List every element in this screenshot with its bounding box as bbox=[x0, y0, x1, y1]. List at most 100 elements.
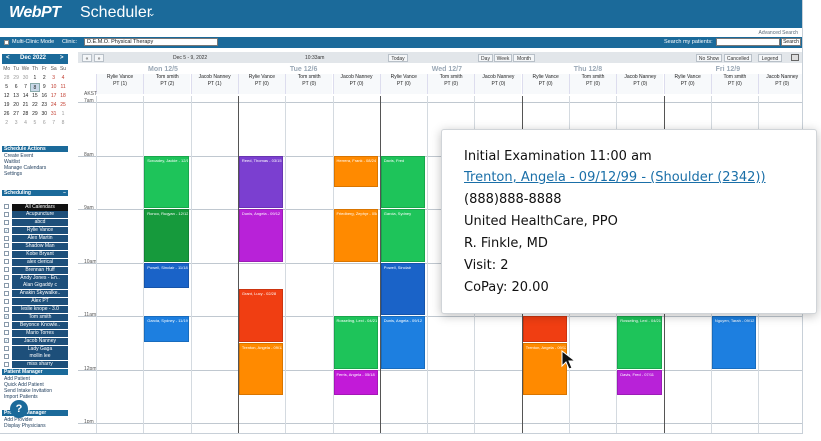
advanced-search-link[interactable]: Advanced Search bbox=[758, 30, 798, 36]
appointment-block[interactable]: Trenton, Angela - 09/12 bbox=[522, 342, 567, 396]
day-header[interactable]: Mon 12/5 bbox=[148, 66, 178, 73]
calendar-list-item[interactable]: Beyonce Knowle.. bbox=[4, 321, 68, 329]
month-view-button[interactable]: Month bbox=[513, 54, 535, 62]
calendar-day[interactable]: 2 bbox=[5, 120, 9, 126]
waitlist-link[interactable]: Waitlist bbox=[4, 159, 20, 165]
day-view-button[interactable]: Day bbox=[478, 54, 493, 62]
calendar-checkbox[interactable] bbox=[4, 204, 9, 209]
calendar-day[interactable]: 1 bbox=[33, 75, 37, 81]
calendar-list-item[interactable]: ✓ Tom smith bbox=[4, 313, 68, 321]
prev-week-button[interactable]: « bbox=[82, 54, 92, 62]
prev-month-button[interactable]: < bbox=[6, 55, 10, 61]
calendar-day[interactable]: 7 bbox=[24, 84, 27, 90]
calendar-day[interactable]: 30 bbox=[41, 111, 48, 117]
calendar-list-item[interactable]: mollin lee bbox=[4, 353, 68, 361]
appointment-block[interactable]: Rosseling, Lexi - 04/21 bbox=[617, 316, 662, 369]
calendar-checkbox[interactable] bbox=[4, 259, 9, 265]
calendar-day[interactable]: 7 bbox=[52, 120, 56, 126]
calendar-list-label[interactable]: Anakin Skywalke.. bbox=[12, 290, 68, 298]
day-header[interactable]: Thu 12/8 bbox=[573, 66, 603, 73]
calendar-day[interactable]: 24 bbox=[50, 102, 57, 108]
calendar-checkbox[interactable]: ✓ bbox=[4, 314, 9, 320]
appointment-block[interactable]: Nguyen, Tarah - 09/12 bbox=[711, 316, 757, 369]
patient-link[interactable]: Trenton, Angela - 09/12/99 - (Shoulder (… bbox=[464, 170, 766, 185]
calendar-list-label[interactable]: Mario Torres bbox=[12, 329, 68, 337]
appointment-block[interactable]: Grant, Lucy - 02/28 bbox=[238, 289, 284, 342]
calendar-list-item[interactable]: Brennan Huff bbox=[4, 266, 68, 274]
appointment-block[interactable]: Ronco, Ruqyan - 12/12 bbox=[144, 209, 189, 262]
calendar-list-item[interactable]: All Calendars bbox=[4, 203, 68, 211]
calendar-checkbox[interactable] bbox=[4, 330, 9, 336]
calendar-day[interactable]: 2 bbox=[42, 75, 46, 81]
calendar-day[interactable]: 6 bbox=[42, 120, 46, 126]
appointment-block[interactable]: Garcia, Sydney - 11/19 bbox=[144, 316, 189, 342]
calendar-list-item[interactable]: alex clerical bbox=[4, 258, 68, 266]
calendar-checkbox[interactable] bbox=[4, 298, 9, 304]
calendar-day[interactable]: 16 bbox=[41, 93, 48, 99]
calendar-checkbox[interactable] bbox=[4, 267, 9, 273]
chevron-down-icon[interactable]: ⌄ bbox=[148, 8, 156, 18]
calendar-checkbox[interactable] bbox=[4, 361, 9, 367]
appointment-block[interactable]: Scroadey, Jackie - 12/12 bbox=[144, 155, 189, 208]
calendar-day[interactable]: 14 bbox=[22, 93, 29, 99]
appointment-block[interactable]: Friedberg, Zephyr - 05/15 bbox=[333, 209, 378, 262]
appointment-block[interactable]: Ferris, Angela - 05/18 bbox=[333, 369, 378, 396]
calendar-day[interactable]: 28 bbox=[22, 111, 29, 117]
no-show-button[interactable]: No Show bbox=[696, 54, 722, 62]
calendar-day[interactable]: 29 bbox=[32, 111, 38, 117]
calendar-day[interactable]: 10 bbox=[50, 84, 57, 90]
calendar-list-item[interactable]: Alex PT bbox=[4, 298, 68, 306]
calendar-list-label[interactable]: Beyonce Knowle.. bbox=[12, 321, 68, 329]
calendar-list-item[interactable]: Anakin Skywalke.. bbox=[4, 290, 68, 298]
calendar-list-label[interactable]: alex clerical bbox=[12, 258, 68, 266]
search-button[interactable]: Search bbox=[781, 38, 801, 46]
calendar-list-label[interactable]: Andy Jones - En.. bbox=[12, 274, 68, 282]
calendar-list-label[interactable]: Kobe Bryant bbox=[12, 250, 68, 258]
cancelled-button[interactable]: Cancelled bbox=[724, 54, 752, 62]
day-header[interactable]: Fri 12/9 bbox=[715, 66, 741, 73]
calendar-checkbox[interactable] bbox=[4, 306, 9, 312]
calendar-list-label[interactable]: Alex PT bbox=[12, 298, 68, 306]
calendar-checkbox[interactable] bbox=[4, 219, 9, 225]
calendar-day[interactable]: 5 bbox=[5, 84, 9, 90]
clinic-select[interactable]: D.E.M.O. Physical Therapy bbox=[84, 38, 218, 46]
calendar-day[interactable]: 18 bbox=[60, 93, 66, 99]
calendar-list-item[interactable]: Acupuncture bbox=[4, 211, 68, 219]
appointment-block[interactable]: Powell, Sinclair - 11/18 bbox=[144, 262, 189, 289]
calendar-list-label[interactable]: Alex Martin bbox=[12, 235, 68, 243]
calendar-list-item[interactable]: Lady Gaga bbox=[4, 345, 68, 353]
calendar-list-item[interactable]: Alan Gigaddy c bbox=[4, 282, 68, 290]
calendar-list-item[interactable]: Kobe Bryant bbox=[4, 250, 68, 258]
calendar-list-label[interactable]: Shadow Man bbox=[12, 242, 68, 250]
calendar-list-label[interactable]: mollin lee bbox=[12, 353, 68, 361]
calendar-list-item[interactable]: Mario Torres bbox=[4, 329, 68, 337]
collapse-icon[interactable]: − bbox=[63, 190, 66, 196]
calendar-day[interactable]: 26 bbox=[3, 111, 10, 117]
calendar-day[interactable]: 8 bbox=[61, 120, 65, 126]
import-patients-link[interactable]: Import Patients bbox=[4, 394, 38, 400]
calendar-list-label[interactable]: Brennan Huff bbox=[12, 266, 68, 274]
appointment-block[interactable]: Trenton, Angela - 09/12 bbox=[238, 342, 284, 396]
calendar-day[interactable]: 1 bbox=[61, 111, 65, 117]
calendar-day[interactable]: 4 bbox=[24, 120, 27, 126]
calendar-day[interactable]: 6 bbox=[14, 84, 18, 90]
calendar-list-label[interactable]: Rylie Vance bbox=[12, 227, 68, 235]
next-week-button[interactable]: » bbox=[94, 54, 104, 62]
manage-calendars-link[interactable]: Manage Calendars bbox=[4, 165, 47, 171]
app-title[interactable]: Scheduler bbox=[80, 4, 153, 21]
day-header[interactable]: Wed 12/7 bbox=[431, 66, 463, 73]
add-patient-link[interactable]: Add Patient bbox=[4, 376, 30, 382]
calendar-list-item[interactable]: abcd bbox=[4, 219, 68, 227]
calendar-day[interactable]: 13 bbox=[13, 93, 19, 99]
calendar-list-label[interactable]: Jacob Nanney bbox=[12, 337, 68, 345]
next-month-button[interactable]: > bbox=[60, 55, 64, 61]
calendar-checkbox[interactable] bbox=[4, 322, 9, 328]
calendar-day[interactable]: 30 bbox=[22, 75, 29, 81]
calendar-checkbox[interactable]: ✓ bbox=[4, 338, 9, 344]
appointment-block[interactable]: Dunis, Angela - 09/12 bbox=[238, 209, 284, 262]
calendar-checkbox[interactable]: ✓ bbox=[4, 227, 9, 233]
week-view-button[interactable]: Week bbox=[494, 54, 512, 62]
calendar-list-item[interactable]: leslie knope - 3.0 bbox=[4, 306, 68, 314]
help-chat-icon[interactable]: ? bbox=[10, 400, 28, 418]
multi-clinic-checkbox[interactable] bbox=[4, 40, 9, 45]
